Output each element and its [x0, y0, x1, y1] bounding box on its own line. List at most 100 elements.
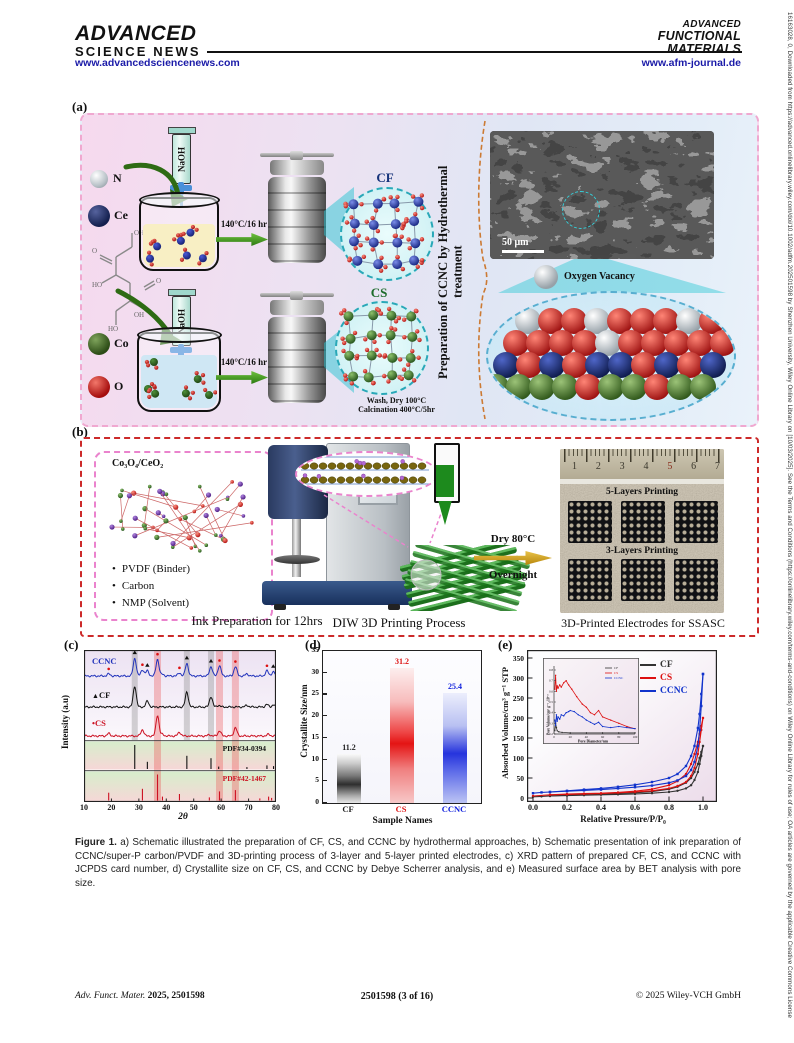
dot-marker-icon: •: [92, 718, 95, 728]
atom-label-n: N: [113, 171, 122, 185]
electrode-grid: [568, 559, 612, 601]
sem-micrograph: 50 μm: [490, 131, 714, 259]
atom-sphere-n: [90, 170, 108, 188]
ink-syringe: [434, 443, 460, 535]
svg-text:0.5: 0.5: [549, 700, 553, 704]
xrd-x-axis-label: 2θ: [178, 812, 188, 822]
svg-text:0.7: 0.7: [549, 679, 553, 683]
svg-text:CF: CF: [614, 666, 618, 670]
svg-text:60: 60: [601, 735, 605, 739]
bar-y-tick: 5: [315, 775, 319, 785]
ruler-number: 2: [595, 461, 601, 472]
printed-green-lattice: [400, 545, 530, 611]
list-item: • Carbon: [112, 578, 190, 595]
panel-b-label: (b): [72, 424, 88, 439]
bet-y-tick: 350: [512, 654, 524, 663]
orange-dashed-divider: [477, 120, 488, 420]
bet-y-tick: 200: [512, 714, 524, 723]
oxygen-vacancy-label: Oxygen Vacancy: [564, 271, 635, 282]
afm-logo: ADVANCED FUNCTIONAL MATERIALS: [658, 20, 741, 55]
electrode-grid: [621, 559, 665, 601]
bullet-icon: •: [112, 580, 116, 593]
xrd-y-axis-label: Intensity (a.u): [60, 695, 70, 750]
panel-a-vertical-title: Preparation of CCNC by Hydrothermal trea…: [436, 165, 465, 379]
afm-url-link[interactable]: www.afm-journal.de: [641, 57, 741, 69]
asn-url-link[interactable]: www.advancedsciencenews.com: [75, 57, 240, 69]
xrd-x-tick: 50: [189, 803, 198, 812]
caption-ink-preparation: Ink Preparation for 12hrs: [191, 613, 323, 628]
footer-copyright: © 2025 Wiley-VCH GmbH: [635, 991, 741, 1001]
bet-x-tick: 0.0: [528, 803, 538, 812]
tick-mark: [323, 802, 327, 804]
tick-mark: [323, 780, 327, 782]
asn-logo: ADVANCED SCIENCE NEWS: [75, 22, 201, 59]
svg-text:O: O: [92, 247, 97, 255]
afm-logo-line3: MATERIALS: [667, 41, 741, 56]
xrd-series-label-ccnc: CCNC: [92, 656, 117, 666]
svg-text:HO: HO: [108, 325, 118, 333]
atomic-slab-model: [486, 291, 736, 421]
asn-logo-line2: SCIENCE NEWS: [75, 43, 201, 59]
svg-text:0.3: 0.3: [549, 721, 553, 725]
bet-y-tick: 0: [520, 794, 524, 803]
atom-sphere-ce: [88, 205, 110, 227]
bullet-icon: •: [112, 563, 116, 575]
license-sidebar-text: 16163028, 0, Downloaded from https://adv…: [786, 12, 793, 1018]
ruler-numbers: 1 2 3 4 5 6 7: [572, 461, 720, 472]
tick-mark: [323, 758, 327, 760]
legend-label: CCNC: [660, 685, 688, 696]
cf-structure-label: CF: [376, 170, 394, 185]
sem-zoom-circle: [562, 191, 600, 229]
ruler-number: 1: [572, 461, 577, 472]
xrd-x-tick: 20: [107, 803, 116, 812]
xrd-x-tick: 60: [217, 803, 226, 812]
figure-caption: Figure 1. a) Schematic illustrated the p…: [75, 836, 741, 891]
panel-a-schematic: N Ce Co O OH O HO O OH HO NaOH 140°C/16 hr CF: [80, 113, 759, 427]
bet-x-tick: 0.4: [596, 803, 606, 812]
electrode-grid: [568, 501, 612, 543]
bullet-icon: •: [112, 597, 116, 610]
five-layers-label: 5-Layers Printing: [605, 487, 679, 497]
bar-category-label: CS: [395, 804, 407, 814]
legend-label: CS: [660, 672, 673, 683]
atom-sphere-co: [88, 333, 110, 355]
autoclave-2: [260, 291, 334, 403]
ink-ingredient-list: • PVDF (Binder) • Carbon • NMP (Solvent): [112, 561, 190, 612]
legend-line-swatch: [640, 676, 656, 679]
caption-printed-electrodes: 3D-Printed Electrodes for SSASC: [561, 616, 725, 630]
legend-line-swatch: [640, 689, 656, 692]
bar-y-tick: 15: [311, 731, 320, 741]
ingredient-pvdf: PVDF (Binder): [121, 563, 190, 575]
svg-text:0.8: 0.8: [549, 668, 553, 672]
asn-logo-line1: ADVANCED: [75, 22, 197, 45]
atom-label-co: Co: [114, 336, 129, 350]
pdf-card-label-1: PDF#34-0394: [222, 744, 266, 753]
bar-y-tick: 0: [315, 797, 319, 806]
panel-e-label: (e): [498, 637, 513, 652]
beaker-cobalt: [136, 327, 222, 412]
footer-ref: 2025, 2501598: [147, 991, 205, 1001]
xrd-chart: [84, 650, 276, 802]
crystallite-bar-chart: 11.2 31.2 25.4: [322, 650, 482, 804]
bet-legend: CF CS CCNC: [640, 658, 687, 697]
overnight-label: Overnight: [488, 569, 538, 581]
svg-text:O: O: [156, 277, 161, 285]
xrd-x-tick: 30: [134, 803, 143, 812]
panel-c-label: (c): [64, 637, 79, 652]
process-arrow-2: [216, 371, 268, 384]
printed-layers-inset: [295, 451, 439, 497]
inset-y-axis-label: Pore Volume/cm³ g⁻¹ ·10⁻²: [547, 694, 551, 735]
svg-text:20: 20: [569, 735, 573, 739]
legend-line-swatch: [640, 663, 656, 666]
hydrothermal-temp-2: 140°C/16 hr: [220, 357, 268, 367]
svg-text:100: 100: [633, 735, 638, 739]
panel-a-label: (a): [72, 99, 88, 114]
bar-x-axis-label: Sample Names: [372, 816, 433, 826]
bet-y-tick: 50: [516, 774, 525, 783]
legend-item: CS: [640, 671, 687, 684]
ruler-number: 3: [619, 461, 625, 472]
ruler-number: 5: [667, 461, 673, 472]
ruler: 1 2 3 4 5 6 7: [560, 449, 724, 479]
ruler-number: 6: [691, 461, 697, 472]
